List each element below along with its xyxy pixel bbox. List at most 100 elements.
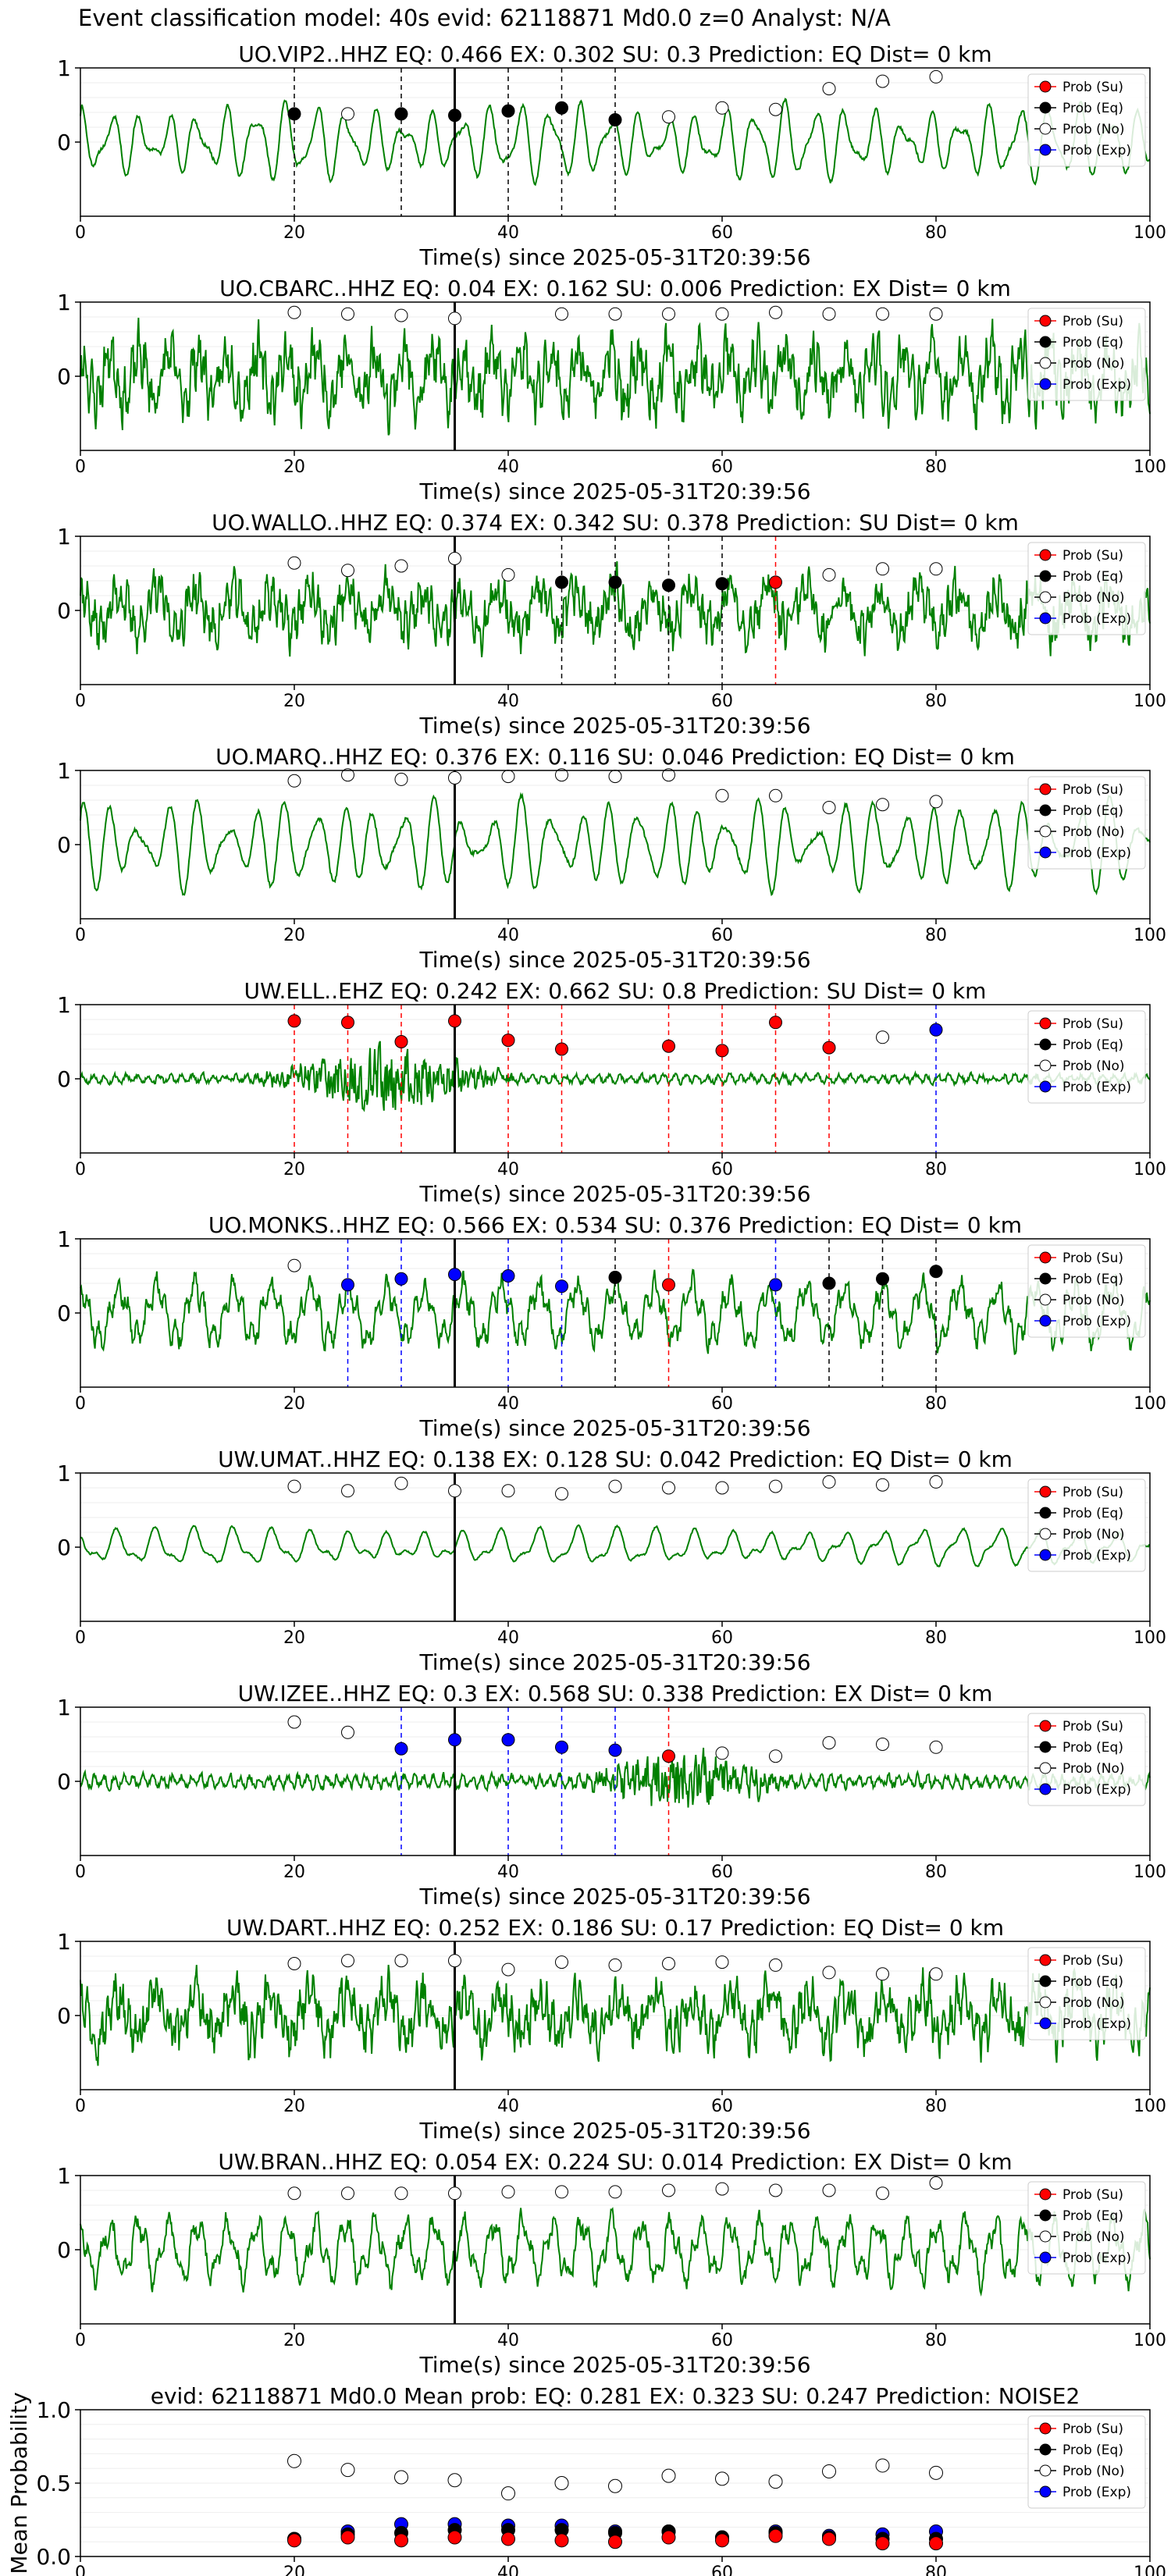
summary-point-su-2 — [394, 2533, 408, 2548]
panel-9-point-5 — [555, 2185, 568, 2199]
panel-7-title: UW.IZEE..HHZ EQ: 0.3 EX: 0.568 SU: 0.338… — [238, 1681, 993, 1706]
panel-7-ytick-label-0: 1 — [57, 1695, 71, 1720]
summary-point-su-8 — [715, 2533, 729, 2548]
panel-6-ytick-label-1: 0 — [57, 1535, 71, 1560]
panel-7-point-5 — [555, 1740, 568, 1754]
panel-3-point-0 — [287, 774, 301, 788]
panel-3-point-4 — [501, 770, 515, 784]
panel-5-point-2 — [394, 1272, 408, 1286]
panel-10-xtick-label-1: 20 — [283, 2564, 305, 2576]
panel-5-xtick-label-4: 80 — [925, 1394, 947, 1414]
panel-5-legend-marker-exp — [1039, 1315, 1052, 1327]
panel-4-legend-label-no: Prob (No) — [1062, 1059, 1125, 1074]
panel-7-xtick-label-4: 80 — [925, 1863, 947, 1882]
panel-1-point-3 — [448, 311, 461, 326]
panel-10-ytick-label-2: 0.0 — [36, 2544, 71, 2570]
panel-7-ytick-label-1: 0 — [57, 1769, 71, 1795]
panel-0-legend-label-eq: Prob (Eq) — [1062, 101, 1123, 116]
panel-7-point-0 — [287, 1715, 301, 1729]
panel-0-legend-label-su: Prob (Su) — [1062, 80, 1123, 95]
panel-4-point-4 — [501, 1034, 515, 1048]
panel-8-legend-marker-su — [1039, 1954, 1052, 1966]
panel-10: evid: 62118871 Md0.0 Mean prob: EQ: 0.28… — [6, 2383, 1166, 2576]
panel-0-point-4 — [501, 104, 515, 118]
panel-8-xtick-label-3: 60 — [711, 2097, 733, 2116]
panel-10-xtick-label-3: 60 — [711, 2564, 733, 2576]
panel-5-legend-label-eq: Prob (Eq) — [1062, 1272, 1123, 1287]
panel-1-legend-marker-exp — [1039, 378, 1052, 390]
panel-0-point-1 — [341, 107, 354, 121]
panel-10-xtick-label-5: 100 — [1134, 2564, 1166, 2576]
panel-2-legend-label-exp: Prob (Exp) — [1062, 611, 1131, 627]
panel-2-xtick-label-1: 20 — [283, 692, 305, 711]
panel-1-point-7 — [715, 307, 729, 321]
panel-7-point-3 — [448, 1733, 461, 1747]
panel-6-point-11 — [876, 1478, 889, 1492]
panel-2-xtick-label-5: 100 — [1134, 692, 1166, 711]
panel-7-point-11 — [876, 1738, 889, 1751]
panel-2-xtick-label-0: 0 — [75, 692, 86, 711]
panel-5-title: UO.MONKS..HHZ EQ: 0.566 EX: 0.534 SU: 0.… — [208, 1212, 1022, 1238]
summary-point-su-6 — [608, 2535, 622, 2549]
panel-3-legend-box — [1027, 776, 1146, 870]
panel-9-point-3 — [448, 2186, 461, 2201]
panel-1-legend-marker-su — [1039, 315, 1052, 327]
panel-0: UO.VIP2..HHZ EQ: 0.466 EX: 0.302 SU: 0.3… — [57, 41, 1166, 270]
panel-8-point-11 — [876, 1967, 889, 1981]
panel-10-legend-marker-exp — [1039, 2485, 1052, 2498]
panel-2-legend-marker-no — [1039, 591, 1052, 603]
panel-6-point-6 — [608, 1479, 622, 1493]
panel-0-ytick-label-1: 0 — [57, 130, 71, 155]
summary-point-su-11 — [875, 2536, 890, 2551]
panel-1-point-8 — [769, 305, 782, 319]
panel-8-point-0 — [287, 1957, 301, 1970]
panel-4-point-6 — [662, 1039, 675, 1053]
panel-6-legend-label-eq: Prob (Eq) — [1062, 1506, 1123, 1521]
panel-7-legend-marker-exp — [1039, 1783, 1052, 1795]
panel-9-point-11 — [876, 2186, 889, 2201]
panel-0-point-5 — [555, 101, 568, 115]
panel-4-xtick-label-0: 0 — [75, 1160, 86, 1179]
panel-10-legend-marker-no — [1039, 2464, 1052, 2477]
panel-8-point-4 — [501, 1962, 515, 1976]
panel-6-legend-label-su: Prob (Su) — [1062, 1485, 1123, 1500]
panel-8-ytick-label-0: 1 — [57, 1929, 71, 1955]
panel-4-point-1 — [341, 1016, 354, 1030]
summary-point-no-1 — [340, 2463, 355, 2478]
panel-0-legend-label-no: Prob (No) — [1062, 122, 1125, 137]
panel-5-point-10 — [876, 1272, 889, 1286]
panel-3-xtick-label-3: 60 — [711, 926, 733, 945]
panel-2-legend-marker-eq — [1039, 570, 1052, 582]
summary-point-no-10 — [822, 2464, 836, 2478]
panel-0-point-11 — [876, 74, 889, 88]
panel-6-legend-marker-no — [1039, 1528, 1052, 1540]
summary-point-su-4 — [501, 2532, 515, 2546]
panel-0-xtick-label-4: 80 — [925, 223, 947, 243]
panel-5-point-9 — [822, 1276, 836, 1290]
summary-point-no-8 — [715, 2471, 729, 2486]
panel-9-legend-label-eq: Prob (Eq) — [1062, 2208, 1123, 2224]
panel-9-point-0 — [287, 2186, 301, 2201]
panel-6-point-4 — [501, 1484, 515, 1498]
summary-ylabel: Mean Probability — [6, 2392, 32, 2574]
panel-0-xtick-label-3: 60 — [711, 223, 733, 243]
panel-9-xtick-label-4: 80 — [925, 2331, 947, 2350]
panel-5-xlabel: Time(s) since 2025-05-31T20:39:56 — [418, 1415, 810, 1441]
panel-8-legend-label-eq: Prob (Eq) — [1062, 1974, 1123, 1990]
panel-0-legend-marker-no — [1039, 123, 1052, 135]
panel-6-ytick-label-0: 1 — [57, 1461, 71, 1486]
panel-5-point-1 — [341, 1278, 354, 1292]
panel-5: UO.MONKS..HHZ EQ: 0.566 EX: 0.534 SU: 0.… — [57, 1212, 1166, 1441]
panel-7-point-7 — [662, 1749, 675, 1763]
panel-4-point-7 — [715, 1044, 729, 1058]
panel-2-point-10 — [822, 568, 836, 582]
panel-7-point-4 — [501, 1733, 515, 1747]
panel-10-legend-marker-su — [1039, 2422, 1052, 2435]
summary-point-su-12 — [929, 2536, 943, 2551]
panel-7-point-10 — [822, 1736, 836, 1750]
panel-3-ytick-label-0: 1 — [57, 758, 71, 784]
panel-8-point-8 — [715, 1955, 729, 1969]
panel-8-point-12 — [929, 1967, 943, 1981]
panel-0-xlabel: Time(s) since 2025-05-31T20:39:56 — [418, 244, 810, 270]
panel-4-title: UW.ELL..EHZ EQ: 0.242 EX: 0.662 SU: 0.8 … — [244, 978, 987, 1004]
